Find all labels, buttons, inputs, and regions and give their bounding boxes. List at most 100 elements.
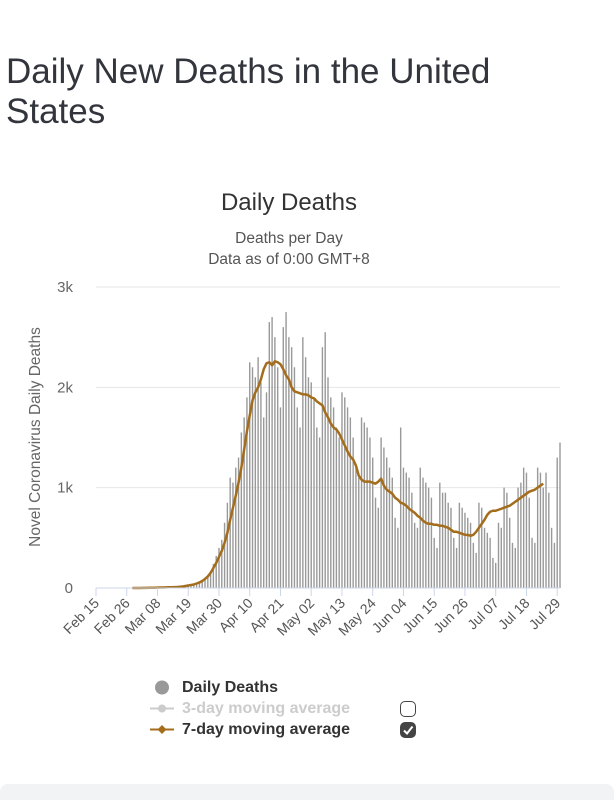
- daily-deaths-bar: [296, 407, 298, 588]
- daily-deaths-bar: [201, 582, 203, 588]
- daily-deaths-bar: [472, 542, 475, 588]
- page-title: Daily New Deaths in the United States: [6, 52, 491, 131]
- daily-deaths-bar: [559, 442, 561, 588]
- legend-label: Daily Deaths: [182, 679, 279, 696]
- daily-deaths-bar: [372, 457, 374, 588]
- x-tick-label: Jul 29: [526, 595, 564, 633]
- daily-deaths-bar: [282, 327, 284, 588]
- x-tick-label: Jul 18: [495, 595, 533, 633]
- daily-deaths-bar: [388, 467, 391, 588]
- daily-deaths-bar: [497, 522, 500, 588]
- daily-deaths-bar: [411, 492, 413, 588]
- daily-deaths-bar: [489, 537, 491, 588]
- daily-deaths-bar: [215, 555, 217, 588]
- daily-deaths-bar: [240, 432, 243, 588]
- legend-label: 3-day moving average: [182, 700, 351, 717]
- daily-deaths-bar: [237, 457, 240, 588]
- daily-deaths-bar: [475, 552, 477, 588]
- daily-deaths-bar: [545, 472, 547, 588]
- y-tick-label: 1k: [57, 480, 73, 497]
- daily-deaths-bar: [413, 522, 416, 588]
- seven-day-average-line: [132, 360, 544, 590]
- daily-deaths-bar: [204, 578, 206, 588]
- daily-deaths-bar: [528, 497, 530, 588]
- daily-deaths-bar: [243, 417, 245, 588]
- daily-deaths-bar: [548, 492, 550, 588]
- daily-deaths-bar: [221, 539, 223, 588]
- daily-deaths-bar: [402, 467, 405, 588]
- daily-deaths-bar: [385, 457, 388, 588]
- daily-deaths-bar: [360, 417, 363, 588]
- daily-deaths-bar: [455, 547, 458, 588]
- daily-deaths-bar: [193, 584, 195, 588]
- daily-deaths-bar: [330, 397, 332, 588]
- daily-deaths-bar: [257, 357, 259, 588]
- daily-deaths-bar: [307, 377, 310, 588]
- daily-deaths-bar: [531, 537, 533, 588]
- daily-deaths-bar: [355, 467, 357, 588]
- y-tick-label: 2k: [57, 379, 73, 396]
- daily-deaths-bar: [344, 397, 346, 588]
- daily-deaths-bar: [481, 507, 483, 588]
- daily-deaths-bar: [508, 517, 511, 588]
- y-tick-label: 0: [65, 580, 73, 597]
- chart-subtitle-line-1: Deaths per Day: [235, 230, 343, 247]
- daily-deaths-bar: [358, 477, 360, 588]
- daily-deaths-bar: [363, 422, 366, 588]
- daily-deaths-bar: [293, 367, 296, 588]
- daily-deaths-bar: [369, 437, 371, 588]
- daily-deaths-bar: [486, 532, 489, 588]
- daily-deaths-bar: [332, 407, 335, 588]
- line-circle-marker-icon: [150, 704, 174, 713]
- daily-deaths-bar: [212, 563, 215, 588]
- daily-deaths-bar: [349, 417, 352, 588]
- daily-deaths-bar: [209, 570, 212, 588]
- daily-deaths-bar: [218, 547, 220, 588]
- daily-deaths-bar: [453, 537, 455, 588]
- x-tick-label: Jul 07: [464, 595, 502, 633]
- daily-deaths-bar: [520, 482, 522, 588]
- daily-deaths-bar: [469, 522, 472, 588]
- legend-item-3-day-average[interactable]: 3-day moving average: [150, 698, 450, 719]
- daily-deaths-bar: [229, 477, 231, 588]
- daily-deaths-bar: [299, 427, 301, 588]
- daily-deaths-bar: [439, 482, 441, 588]
- legend-item-daily-deaths[interactable]: Daily Deaths: [150, 677, 450, 698]
- daily-deaths-bar: [341, 392, 343, 588]
- x-tick-label: Apr 10: [215, 595, 256, 636]
- daily-deaths-bar: [274, 337, 276, 588]
- daily-deaths-bar: [207, 575, 209, 588]
- daily-deaths-bar: [391, 477, 393, 588]
- daily-deaths-bar: [226, 502, 229, 588]
- daily-deaths-bar: [500, 527, 503, 588]
- daily-deaths-bar: [556, 457, 558, 588]
- y-tick-label: 3k: [57, 279, 73, 296]
- daily-deaths-bar: [492, 557, 494, 588]
- daily-deaths-bar: [422, 477, 424, 588]
- daily-deaths-bar: [251, 367, 254, 588]
- daily-deaths-bar: [335, 427, 338, 588]
- daily-deaths-bar: [467, 517, 469, 588]
- daily-deaths-bar: [458, 502, 461, 588]
- daily-deaths-bar: [450, 507, 452, 588]
- chart-subtitle-line-2: Data as of 0:00 GMT+8: [208, 251, 370, 268]
- daily-deaths-bar: [433, 537, 435, 588]
- daily-deaths-bar: [254, 377, 257, 588]
- x-tick-label: Jun 26: [430, 595, 471, 636]
- daily-deaths-bar: [232, 482, 234, 588]
- daily-deaths-bar: [416, 527, 419, 588]
- legend-item-7-day-average[interactable]: 7-day moving average: [150, 719, 450, 740]
- daily-deaths-bar: [517, 487, 519, 588]
- toggle-3-day-checkbox[interactable]: [400, 701, 416, 717]
- daily-deaths-bar: [405, 472, 407, 588]
- daily-deaths-bar: [514, 547, 516, 588]
- daily-deaths-bar: [321, 347, 324, 588]
- daily-deaths-bar: [511, 542, 514, 588]
- daily-deaths-bar: [464, 512, 466, 588]
- y-axis-label: Novel Coronavirus Daily Deaths: [27, 327, 44, 547]
- toggle-7-day-checkbox[interactable]: [400, 722, 416, 738]
- daily-deaths-bar: [271, 317, 273, 588]
- daily-deaths-bar: [302, 337, 304, 588]
- daily-deaths-bar: [260, 382, 262, 588]
- daily-deaths-bar: [195, 583, 198, 588]
